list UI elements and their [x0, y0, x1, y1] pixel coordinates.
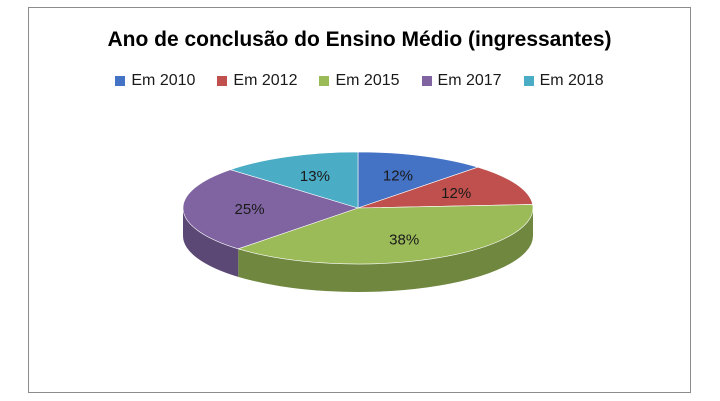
legend-item-em-2018: Em 2018	[523, 72, 604, 90]
pie-side-3	[183, 208, 239, 277]
legend-label: Em 2012	[233, 72, 298, 89]
slice-data-label: 25%	[235, 201, 265, 218]
legend-item-em-2010: Em 2010	[115, 72, 195, 90]
legend-swatch	[115, 76, 126, 86]
pie-slice-em-2018	[229, 151, 359, 209]
pie-chart: 12% 12% 38% 25% 13%	[182, 151, 534, 293]
pie-sides	[183, 208, 533, 293]
slice-data-label: 13%	[300, 168, 330, 185]
legend-label: Em 2010	[131, 72, 196, 89]
legend-item-em-2017: Em 2017	[421, 72, 502, 90]
pie-side-2	[238, 208, 533, 293]
pie-slice-em-2010	[357, 151, 479, 209]
pie-slice-em-2017	[182, 169, 359, 250]
legend-label: Em 2018	[539, 72, 604, 89]
legend-swatch	[523, 76, 534, 86]
legend-label: Em 2015	[335, 72, 400, 89]
chart-legend: Em 2010 Em 2012 Em 2015 Em 2017 Em 2018	[29, 72, 690, 90]
chart-frame: Ano de conclusão do Ensino Médio (ingres…	[28, 7, 691, 393]
legend-label: Em 2017	[437, 72, 502, 89]
pie-slice-em-2012	[357, 166, 534, 209]
legend-swatch	[421, 76, 432, 86]
chart-title: Ano de conclusão do Ensino Médio (ingres…	[107, 28, 612, 51]
pie-slice-em-2015	[237, 204, 534, 265]
legend-swatch	[319, 76, 330, 86]
slice-data-label: 12%	[383, 168, 413, 185]
legend-item-em-2015: Em 2015	[319, 72, 400, 90]
slice-data-label: 38%	[389, 231, 419, 248]
legend-swatch	[217, 76, 228, 86]
legend-item-em-2012: Em 2012	[217, 72, 297, 90]
slice-data-label: 12%	[441, 185, 471, 202]
